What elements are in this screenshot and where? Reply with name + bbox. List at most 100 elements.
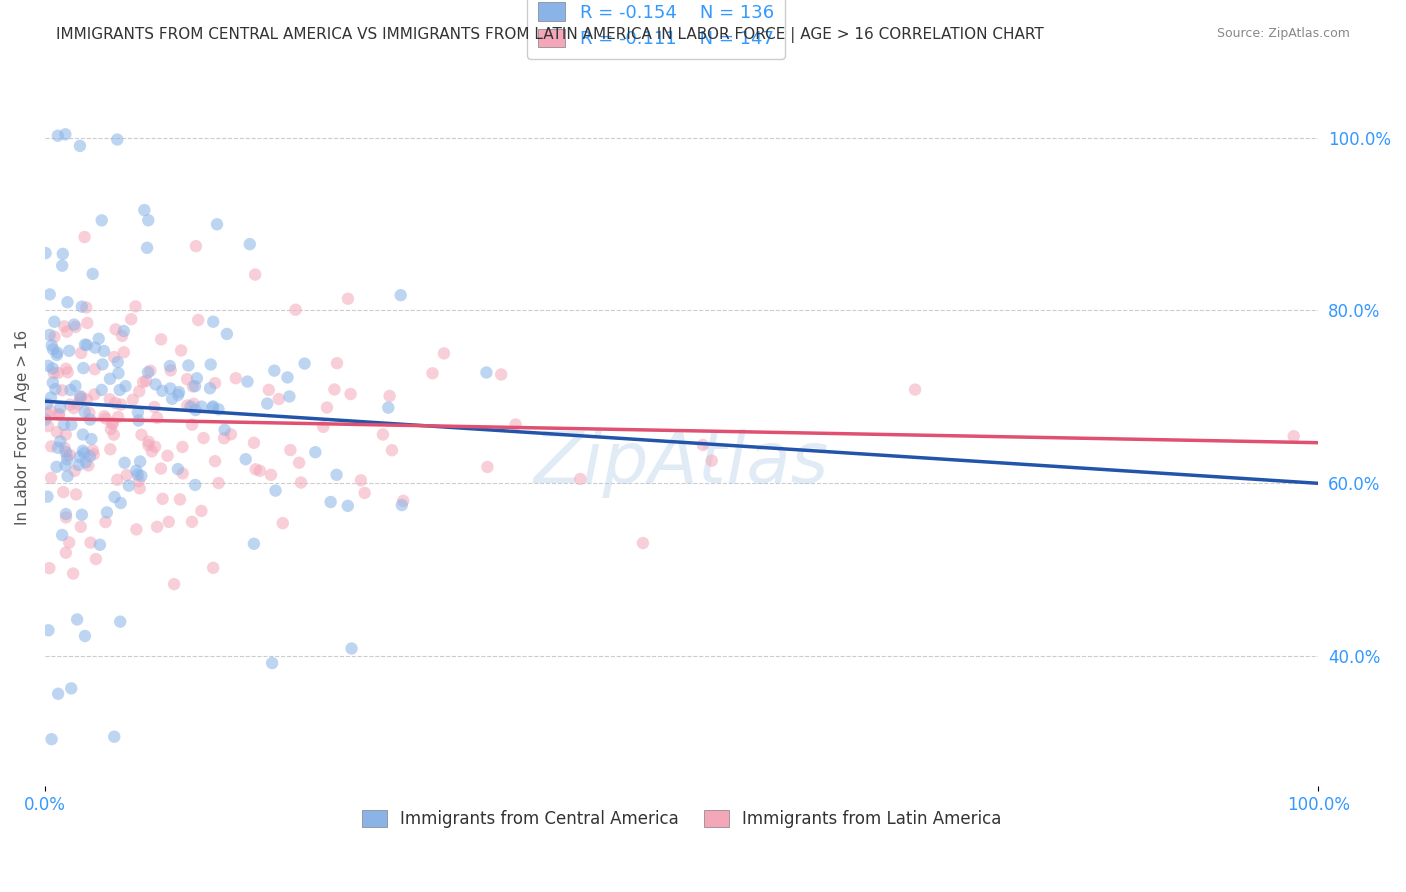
Immigrants from Latin America [82,443,104,458]
Immigrants from Latin America [207,476,229,491]
Immigrants from Central America [127,405,149,419]
Immigrants from Central America [41,732,63,747]
Immigrants from Latin America [378,389,401,403]
Immigrants from Central America [136,365,159,379]
Immigrants from Central America [45,459,67,474]
Immigrants from Central America [49,434,72,449]
Immigrants from Central America [42,376,65,390]
Immigrants from Central America [63,318,86,332]
Immigrants from Latin America [245,462,267,476]
Immigrants from Central America [70,300,93,314]
Immigrants from Latin America [69,392,91,406]
Immigrants from Latin America [267,392,290,406]
Immigrants from Central America [198,381,221,395]
Immigrants from Latin America [104,322,127,336]
Immigrants from Central America [145,377,167,392]
Immigrants from Central America [45,348,67,362]
Immigrants from Central America [34,412,56,426]
Immigrants from Central America [262,656,284,670]
Immigrants from Central America [129,454,152,468]
Immigrants from Central America [243,537,266,551]
Immigrants from Latin America [62,566,84,581]
Immigrants from Central America [236,375,259,389]
Text: Source: ZipAtlas.com: Source: ZipAtlas.com [1216,27,1350,40]
Immigrants from Latin America [84,552,107,566]
Immigrants from Latin America [271,516,294,530]
Immigrants from Latin America [56,325,79,339]
Immigrants from Latin America [103,350,125,364]
Immigrants from Latin America [392,493,415,508]
Immigrants from Central America [46,441,69,455]
Immigrants from Central America [256,396,278,410]
Immigrants from Latin America [204,376,226,391]
Immigrants from Latin America [284,302,307,317]
Immigrants from Latin America [52,485,75,500]
Immigrants from Central America [44,382,66,396]
Immigrants from Latin America [39,471,62,485]
Immigrants from Latin America [124,299,146,313]
Immigrants from Latin America [146,410,169,425]
Immigrants from Central America [79,449,101,463]
Immigrants from Latin America [187,313,209,327]
Immigrants from Latin America [76,316,98,330]
Immigrants from Central America [46,345,69,359]
Immigrants from Central America [42,343,65,357]
Immigrants from Latin America [323,383,346,397]
Immigrants from Central America [49,401,72,415]
Immigrants from Central America [51,259,73,273]
Immigrants from Central America [52,247,75,261]
Immigrants from Central America [75,455,97,469]
Immigrants from Latin America [48,408,70,422]
Immigrants from Central America [93,343,115,358]
Immigrants from Central America [73,405,96,419]
Immigrants from Central America [46,128,69,143]
Immigrants from Latin America [121,392,143,407]
Immigrants from Latin America [243,268,266,282]
Immigrants from Central America [39,391,62,405]
Immigrants from Latin America [339,387,361,401]
Immigrants from Latin America [125,523,148,537]
Immigrants from Central America [69,390,91,404]
Immigrants from Central America [340,641,363,656]
Immigrants from Latin America [225,371,247,385]
Immigrants from Central America [159,359,181,373]
Immigrants from Central America [96,505,118,519]
Immigrants from Latin America [83,387,105,401]
Immigrants from Central America [51,528,73,542]
Text: IMMIGRANTS FROM CENTRAL AMERICA VS IMMIGRANTS FROM LATIN AMERICA IN LABOR FORCE : IMMIGRANTS FROM CENTRAL AMERICA VS IMMIG… [56,27,1045,43]
Immigrants from Central America [67,458,90,472]
Immigrants from Latin America [204,454,226,468]
Immigrants from Latin America [55,546,77,560]
Immigrants from Latin America [181,417,204,432]
Immigrants from Latin America [150,332,173,346]
Immigrants from Latin America [183,397,205,411]
Immigrants from Latin America [55,427,77,442]
Immigrants from Central America [55,507,77,521]
Immigrants from Latin America [37,406,59,420]
Immigrants from Latin America [131,427,153,442]
Immigrants from Central America [79,412,101,426]
Immigrants from Central America [134,203,156,218]
Immigrants from Latin America [73,230,96,244]
Immigrants from Latin America [111,329,134,343]
Immigrants from Latin America [326,356,349,370]
Immigrants from Central America [108,383,131,397]
Immigrants from Latin America [138,434,160,449]
Immigrants from Latin America [249,464,271,478]
Immigrants from Latin America [184,239,207,253]
Immigrants from Central America [202,400,225,414]
Immigrants from Latin America [53,441,76,455]
Immigrants from Central America [136,241,159,255]
Immigrants from Latin America [163,577,186,591]
Immigrants from Central America [114,456,136,470]
Immigrants from Central America [65,379,87,393]
Immigrants from Latin America [489,368,512,382]
Immigrants from Central America [160,392,183,406]
Immigrants from Latin America [63,464,86,478]
Immigrants from Latin America [39,439,62,453]
Immigrants from Latin America [65,487,87,501]
Immigrants from Latin America [120,312,142,326]
Immigrants from Latin America [77,458,100,473]
Immigrants from Latin America [157,515,180,529]
Immigrants from Latin America [103,427,125,442]
